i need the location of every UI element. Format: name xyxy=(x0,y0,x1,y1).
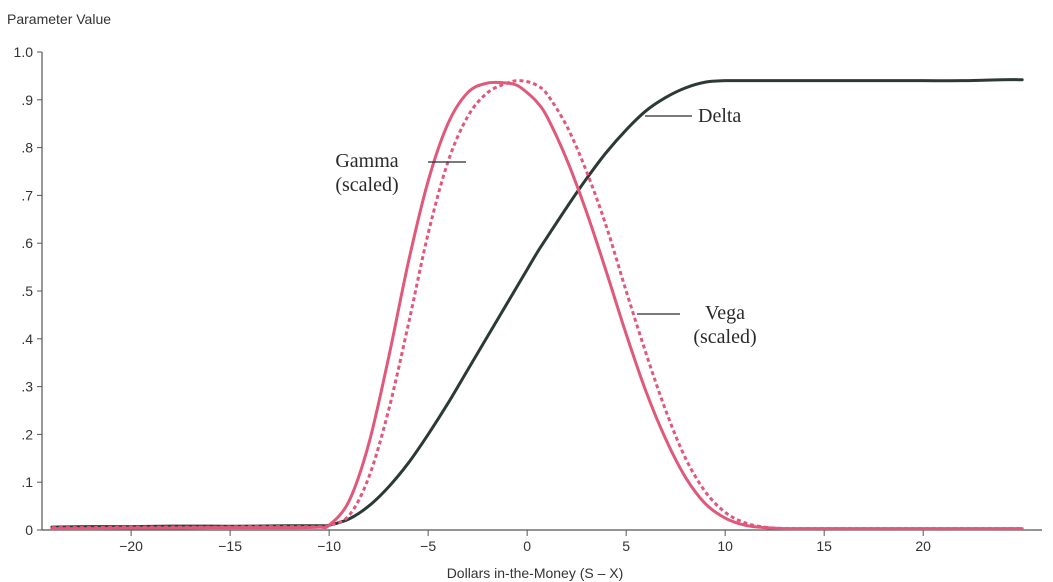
y-tick-label: .9 xyxy=(21,92,33,108)
x-axis-title: Dollars in-the-Money (S – X) xyxy=(447,565,624,581)
x-tick-label: −10 xyxy=(317,538,341,554)
y-tick-label: .7 xyxy=(21,187,33,203)
vega-label: Vega xyxy=(705,302,745,324)
y-tick-label: .6 xyxy=(21,235,33,251)
series-line-vega xyxy=(51,79,1023,531)
x-tick-label: 10 xyxy=(717,538,733,554)
gamma-scaled-label: (scaled) xyxy=(335,174,398,196)
y-tick-label: .1 xyxy=(21,474,33,490)
y-tick-label: .8 xyxy=(21,140,33,156)
x-tick-label: 20 xyxy=(915,538,931,554)
x-ticks: −20 −15 −10 −5 0 5 10 15 20 xyxy=(119,530,931,554)
y-tick-label: .4 xyxy=(21,331,33,347)
x-tick-label: 0 xyxy=(523,538,531,554)
y-tick-label: .5 xyxy=(21,283,33,299)
vega-scaled-label: (scaled) xyxy=(693,326,756,348)
x-tick-label: −15 xyxy=(218,538,242,554)
series-line-gamma xyxy=(50,80,1024,531)
delta-label: Delta xyxy=(698,105,741,127)
x-tick-label: −20 xyxy=(119,538,143,554)
y-tick-label: .3 xyxy=(21,379,33,395)
x-tick-label: −5 xyxy=(420,538,436,554)
y-tick-label: .2 xyxy=(21,426,33,442)
y-ticks: 0 .1 .2 .3 .4 .5 .6 .7 .8 .9 1.0 xyxy=(14,44,42,538)
y-axis-title: Parameter Value xyxy=(7,11,111,27)
gamma-label: Gamma xyxy=(335,150,398,172)
series-layer xyxy=(50,78,1024,531)
y-tick-label: 1.0 xyxy=(14,44,34,60)
y-tick-label: 0 xyxy=(25,522,33,538)
x-tick-label: 5 xyxy=(622,538,630,554)
x-tick-label: 15 xyxy=(816,538,832,554)
series-line-delta xyxy=(50,78,1024,529)
